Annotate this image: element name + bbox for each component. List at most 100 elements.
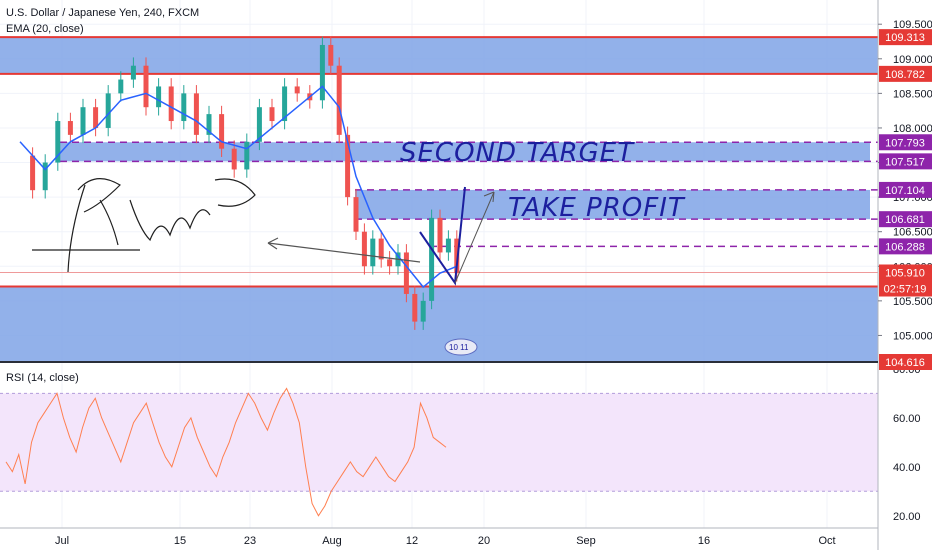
- arrow-head-left: [267, 237, 279, 250]
- price-tag: [879, 264, 932, 281]
- candle-body: [269, 107, 275, 122]
- price-tag-text: 107.793: [885, 137, 925, 149]
- rsi-line: [5, 387, 447, 517]
- candle-body: [80, 107, 86, 135]
- candle-body: [118, 79, 124, 94]
- candle-body: [412, 293, 418, 322]
- price-tick-label: 109.500: [893, 19, 932, 31]
- time-tick-label: 23: [244, 535, 256, 547]
- candle-body: [42, 162, 48, 191]
- time-tick-label: 15: [174, 535, 186, 547]
- price-tag-text: 107.517: [885, 156, 925, 168]
- candle-body: [370, 238, 376, 267]
- rsi-legend[interactable]: RSI (14, close): [6, 372, 79, 384]
- price-tag: [879, 65, 932, 82]
- price-tag-text: 104.616: [885, 357, 925, 369]
- rsi-series: [0, 387, 878, 517]
- candle-body: [231, 148, 237, 170]
- candle-body: [30, 155, 36, 191]
- price-tick-label: 105.500: [893, 296, 932, 308]
- price-tag: [879, 29, 932, 46]
- candle-body: [168, 86, 174, 122]
- price-tag-text: 106.681: [885, 214, 925, 226]
- candle-body: [345, 134, 351, 198]
- candle-body: [244, 141, 250, 170]
- candle-body: [181, 93, 187, 122]
- candle-body: [328, 44, 334, 66]
- price-tag: [879, 153, 932, 170]
- time-tick-label: 12: [406, 535, 418, 547]
- event-marker-icon[interactable]: 10 11: [444, 338, 478, 356]
- candle-body: [437, 217, 443, 253]
- candle-body: [319, 44, 325, 101]
- price-tag: [879, 354, 932, 370]
- candle-body: [294, 86, 300, 94]
- time-tick-label: Sep: [576, 535, 596, 547]
- price-tick-label: 109.000: [893, 54, 932, 66]
- rsi-tick-label: 20.00: [893, 511, 921, 523]
- candle-body: [353, 197, 359, 232]
- price-tick-label: 108.000: [893, 123, 932, 135]
- price-tag-text: 106.288: [885, 241, 925, 253]
- candle-body: [454, 238, 460, 274]
- time-tick-label: Aug: [322, 535, 342, 547]
- rsi-tick-label: 60.00: [893, 413, 921, 425]
- price-tags: 109.313 108.782 107.793 107.517 107.104 106.6…: [879, 29, 932, 370]
- candle-body: [429, 217, 435, 301]
- time-tick-label: Jul: [55, 535, 69, 547]
- candle-body: [55, 121, 61, 163]
- time-tick-label: 16: [698, 535, 710, 547]
- candle-body: [378, 238, 384, 260]
- second-target-label: SECOND TARGET: [400, 138, 635, 168]
- candle-body: [143, 65, 149, 108]
- candle-body: [130, 65, 136, 80]
- price-tick-label: 108.500: [893, 88, 932, 100]
- take-profit-label: TAKE PROFIT: [508, 193, 686, 223]
- price-tag-text: 105.910: [885, 268, 925, 280]
- symbol-title[interactable]: U.S. Dollar / Japanese Yen, 240, FXCM: [6, 7, 199, 19]
- price-tag: [879, 134, 932, 151]
- candle-body: [67, 121, 73, 135]
- price-tag-text: 109.313: [885, 32, 925, 44]
- candle-body: [387, 259, 393, 267]
- zone-rect: [0, 286, 878, 362]
- candle-body: [361, 231, 367, 267]
- candle-body: [156, 86, 162, 108]
- ema-legend[interactable]: EMA (20, close): [6, 23, 84, 35]
- price-tag-text: 108.782: [885, 69, 925, 81]
- price-tag-text: 107.104: [885, 185, 925, 197]
- event-marker-text: 10 11: [449, 343, 469, 352]
- price-tag: [879, 238, 932, 255]
- candle-body: [403, 252, 409, 294]
- price-tag: [879, 211, 932, 228]
- drawings: [32, 178, 495, 286]
- zones: [0, 36, 878, 363]
- time-tick-label: 20: [478, 535, 490, 547]
- candle-body: [336, 65, 342, 135]
- projection-arrow-head: [483, 191, 495, 203]
- handwriting-scribble: [32, 178, 256, 273]
- countdown-tag: [879, 280, 932, 297]
- time-tick-label: Oct: [818, 535, 835, 547]
- countdown-text: 02:57:19: [884, 284, 927, 296]
- candle-body: [256, 107, 262, 142]
- arrow-line-left: [267, 242, 421, 263]
- candle-body: [105, 93, 111, 128]
- candle-body: [445, 238, 451, 253]
- candle-body: [219, 114, 225, 149]
- price-tick-label: 106.500: [893, 227, 932, 239]
- candle-body: [193, 93, 199, 135]
- zone-rect: [60, 142, 870, 162]
- projection-arrow: [454, 191, 495, 284]
- candle-body: [93, 107, 99, 128]
- time-axis[interactable]: Jul 15 23 Aug 12 20 Sep 16 Oct: [55, 535, 836, 547]
- price-tag: [879, 181, 932, 198]
- candle-body: [206, 114, 212, 135]
- rsi-tick-label: 40.00: [893, 462, 921, 474]
- candle-body: [282, 86, 288, 122]
- zone-rect: [355, 189, 870, 220]
- price-tick-label: 105.000: [893, 330, 932, 342]
- candle-body: [420, 300, 426, 322]
